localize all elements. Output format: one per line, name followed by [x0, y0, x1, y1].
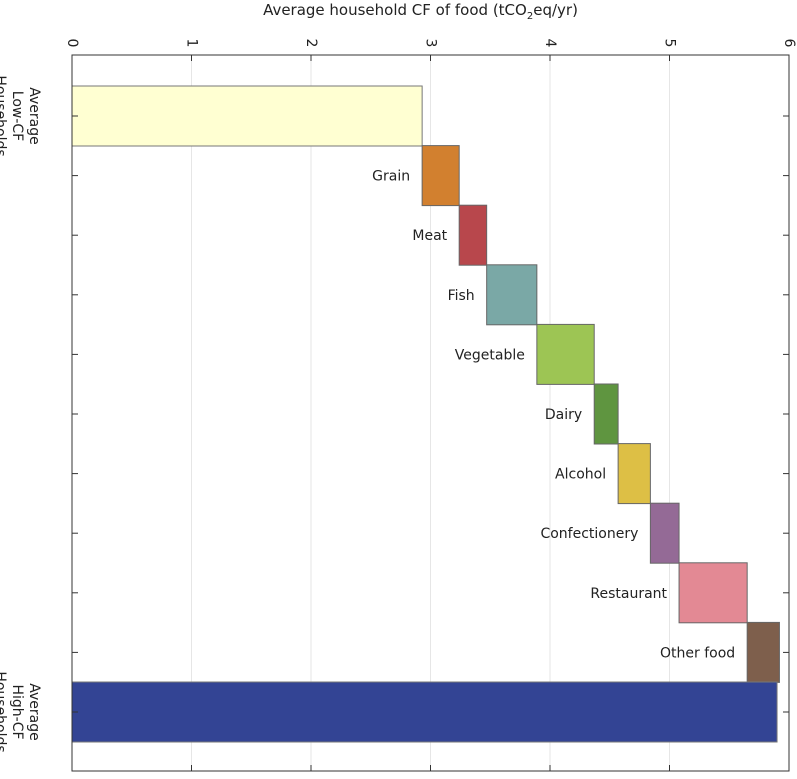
end-label-line: Average — [26, 683, 42, 741]
bar-other-food — [746, 621, 780, 683]
axis-label-suffix: eq/yr) — [533, 1, 578, 19]
bars — [71, 85, 780, 743]
bar-vegetable — [536, 323, 595, 385]
bar-fish — [486, 264, 538, 326]
step-label: Vegetable — [455, 347, 525, 363]
value-tick-labels: 0 1 2 3 4 5 6 — [64, 39, 797, 48]
bar-start — [71, 85, 423, 147]
bar-grain — [421, 145, 460, 207]
value-tick-label: 0 — [64, 39, 80, 48]
end-label-line: High-CF — [9, 684, 25, 739]
step-label: Restaurant — [590, 586, 667, 602]
step-label: Other food — [660, 645, 735, 661]
value-tick-label: 1 — [184, 39, 200, 48]
value-axis-label: Average household CF of food (tCO2eq/yr) — [263, 1, 578, 22]
bar-end — [71, 681, 778, 743]
end-category-label: AverageHigh-CFHouseholds — [0, 671, 42, 752]
bar-dairy — [593, 383, 619, 445]
value-tick-label: 6 — [781, 39, 797, 48]
value-tick-label: 5 — [662, 39, 678, 48]
bar-meat — [458, 204, 488, 266]
step-label: Fish — [448, 288, 475, 304]
category-labels: AverageLow-CFHouseholdsGrainMeatFishVege… — [0, 75, 735, 752]
step-label: Alcohol — [555, 467, 606, 483]
start-label-line: Average — [26, 87, 42, 145]
start-label-line: Households — [0, 75, 8, 156]
bar-confectionery — [649, 502, 680, 564]
value-tick-label: 2 — [303, 39, 319, 48]
ticks — [71, 55, 790, 771]
step-label: Grain — [372, 169, 410, 185]
start-label-line: Low-CF — [9, 91, 25, 141]
bar-alcohol — [617, 443, 651, 505]
value-tick-label: 4 — [542, 39, 558, 48]
axis-label-subscript: 2 — [527, 11, 533, 22]
step-label: Dairy — [545, 407, 582, 423]
step-label: Meat — [412, 228, 447, 244]
bar-restaurant — [678, 562, 748, 624]
step-label: Confectionery — [540, 526, 638, 542]
end-label-line: Households — [0, 671, 8, 752]
value-tick-label: 3 — [423, 39, 439, 48]
start-category-label: AverageLow-CFHouseholds — [0, 75, 42, 156]
axis-label-prefix: Average household CF of food (tCO — [263, 1, 527, 19]
